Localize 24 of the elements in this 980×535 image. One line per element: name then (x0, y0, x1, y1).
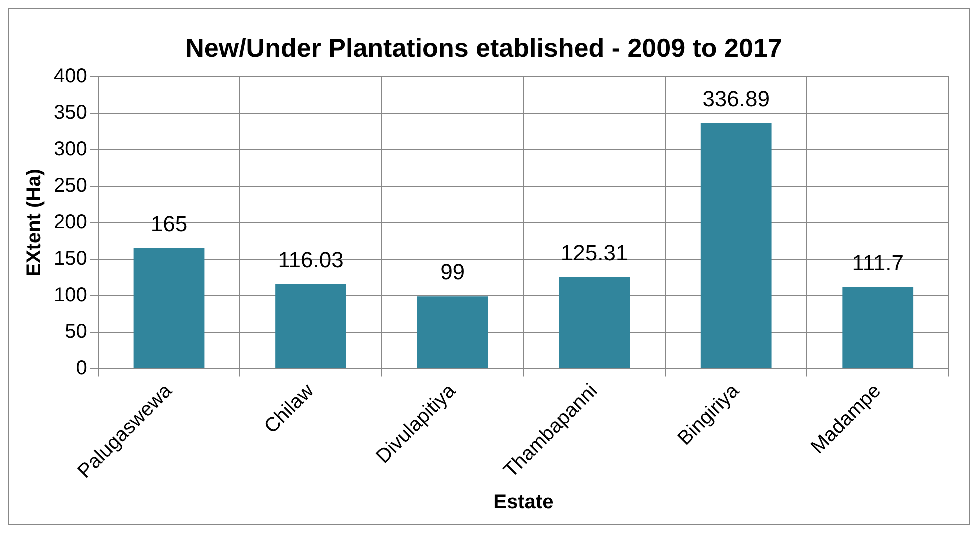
data-label: 125.31 (560, 240, 628, 266)
data-label: 336.89 (702, 86, 770, 112)
y-tick-label: 50 (65, 320, 88, 343)
data-label: 116.03 (278, 247, 344, 272)
y-tick-label: 400 (54, 66, 88, 88)
bar (842, 287, 914, 368)
bar (700, 123, 772, 368)
bar (276, 284, 346, 368)
x-axis-title: Estate (494, 492, 554, 514)
y-tick-label: 350 (54, 102, 88, 124)
y-tick-label: 300 (54, 138, 88, 161)
bar (134, 248, 205, 368)
data-label: 111.7 (852, 250, 904, 276)
y-tick-label: 250 (54, 175, 88, 198)
y-tick-label: 0 (76, 357, 88, 380)
y-tick-label: 200 (54, 212, 88, 234)
chart-title: New/Under Plantations etablished - 2009 to 2017 (186, 32, 782, 63)
bar (559, 277, 630, 368)
y-tick-label: 150 (54, 248, 88, 270)
y-axis-title: EXtent (Ha) (24, 169, 46, 277)
data-label: 99 (440, 260, 466, 285)
data-label: 165 (150, 212, 188, 237)
y-tick-label: 100 (54, 284, 88, 306)
bar (417, 296, 488, 368)
